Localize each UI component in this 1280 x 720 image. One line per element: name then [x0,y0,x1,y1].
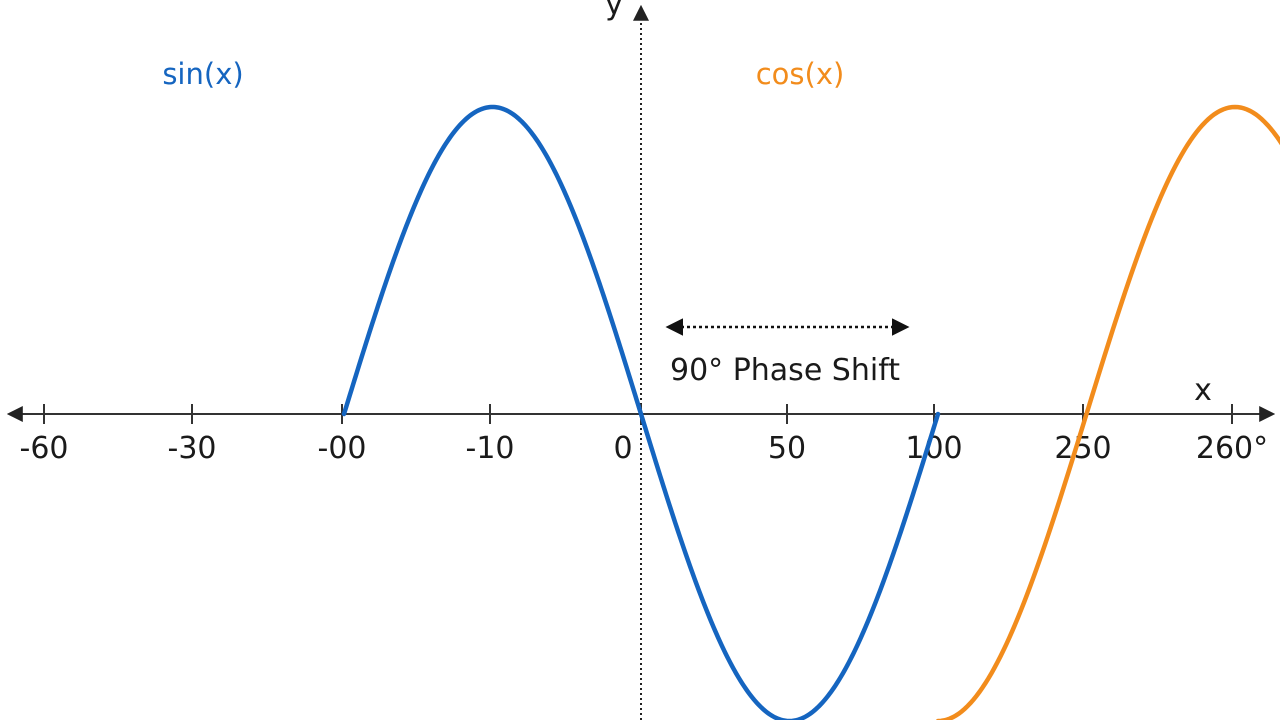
series-line-sin [341,104,941,720]
x-tick-label: 50 [768,431,806,466]
x-tick-label: 0 [613,431,632,466]
series-label-cos: cos(x) [756,57,845,91]
series-layer [341,104,1280,720]
x-tick-label: 100 [905,431,962,466]
series-line-cos [935,104,1280,720]
phase-shift-label: 90° Phase Shift [670,353,900,388]
x-axis-label: x [1194,373,1212,408]
x-tick-label: -00 [318,431,367,466]
x-tick-label: -30 [168,431,217,466]
x-tick-label: 260° [1196,431,1268,466]
x-tick-label: 250 [1054,431,1111,466]
y-axis-label: y [605,0,623,22]
x-tick-label: -60 [20,431,69,466]
series-label-sin: sin(x) [162,57,243,91]
x-axis-tick-labels: -60 -30 -00 -10 0 50 100 250 260° [20,431,1269,466]
x-tick-label: -10 [466,431,515,466]
